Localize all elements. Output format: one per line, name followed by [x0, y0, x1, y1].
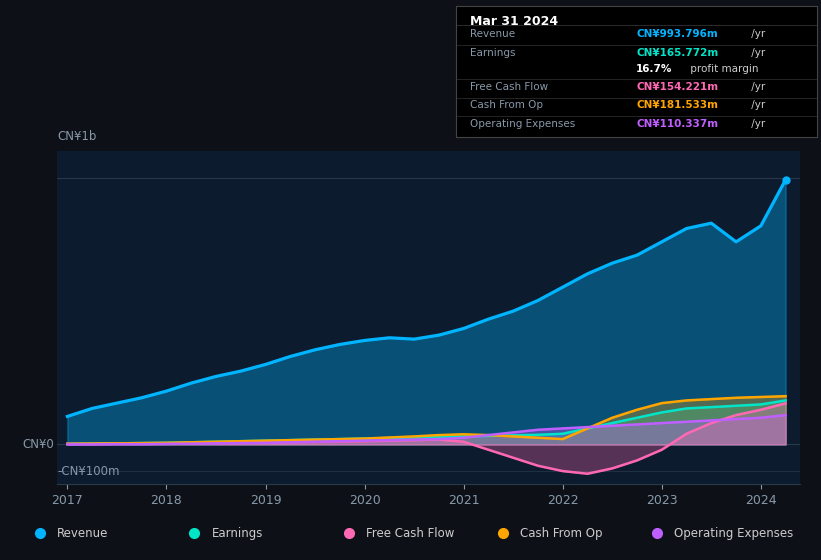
Text: Operating Expenses: Operating Expenses: [470, 119, 576, 129]
Text: CN¥110.337m: CN¥110.337m: [636, 119, 718, 129]
Text: /yr: /yr: [748, 48, 765, 58]
Text: /yr: /yr: [748, 82, 765, 92]
Text: CN¥0: CN¥0: [22, 438, 53, 451]
Text: /yr: /yr: [748, 29, 765, 39]
Text: CN¥993.796m: CN¥993.796m: [636, 29, 718, 39]
Text: 16.7%: 16.7%: [636, 63, 672, 73]
Text: profit margin: profit margin: [687, 63, 759, 73]
Text: Operating Expenses: Operating Expenses: [674, 527, 794, 540]
Text: Cash From Op: Cash From Op: [520, 527, 603, 540]
Text: /yr: /yr: [748, 119, 765, 129]
Text: Free Cash Flow: Free Cash Flow: [470, 82, 548, 92]
Text: CN¥181.533m: CN¥181.533m: [636, 100, 718, 110]
Text: Mar 31 2024: Mar 31 2024: [470, 15, 558, 28]
Text: /yr: /yr: [748, 100, 765, 110]
Text: -CN¥100m: -CN¥100m: [57, 465, 120, 478]
Text: CN¥1b: CN¥1b: [57, 130, 97, 143]
Text: Revenue: Revenue: [470, 29, 516, 39]
Text: Free Cash Flow: Free Cash Flow: [365, 527, 454, 540]
Text: Earnings: Earnings: [470, 48, 516, 58]
Text: Cash From Op: Cash From Op: [470, 100, 544, 110]
Text: Revenue: Revenue: [57, 527, 108, 540]
Text: Earnings: Earnings: [211, 527, 263, 540]
Text: CN¥165.772m: CN¥165.772m: [636, 48, 718, 58]
Text: CN¥154.221m: CN¥154.221m: [636, 82, 718, 92]
